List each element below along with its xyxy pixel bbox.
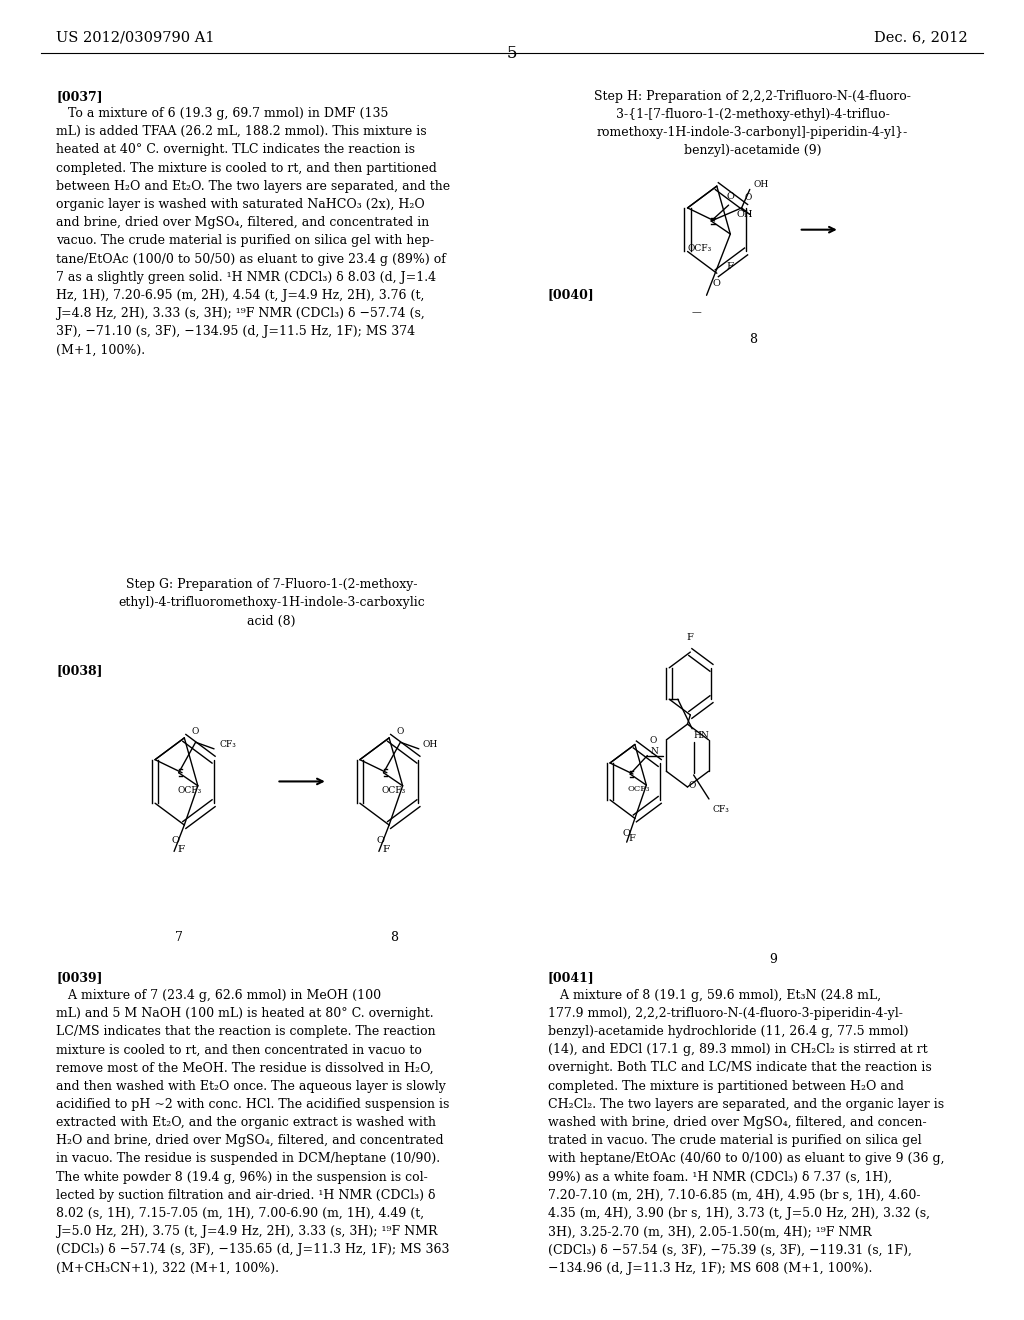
Text: O: O bbox=[649, 737, 656, 744]
Text: OCF₃: OCF₃ bbox=[687, 244, 712, 253]
Text: O: O bbox=[688, 780, 696, 789]
Text: OH: OH bbox=[423, 741, 438, 750]
Text: [0037]: [0037] bbox=[56, 90, 103, 103]
Text: [0039]: [0039] bbox=[56, 972, 102, 985]
Text: [0038]: [0038] bbox=[56, 664, 102, 677]
Text: 9: 9 bbox=[769, 953, 777, 966]
Text: N: N bbox=[650, 747, 658, 756]
Text: O: O bbox=[376, 836, 384, 845]
Text: Step H: Preparation of 2,2,2-Trifluoro-N-(4-fluoro-
3-{1-[7-fluoro-1-(2-methoxy-: Step H: Preparation of 2,2,2-Trifluoro-N… bbox=[594, 90, 911, 157]
Text: OH: OH bbox=[754, 180, 769, 189]
Text: F: F bbox=[727, 263, 734, 271]
Text: Step G: Preparation of 7-Fluoro-1-(2-methoxy-
ethyl)-4-trifluoromethoxy-1H-indol: Step G: Preparation of 7-Fluoro-1-(2-met… bbox=[118, 578, 425, 627]
Text: OCF₃: OCF₃ bbox=[627, 785, 649, 793]
Text: US 2012/0309790 A1: US 2012/0309790 A1 bbox=[56, 30, 215, 45]
Text: CF₃: CF₃ bbox=[219, 741, 237, 750]
Text: HN: HN bbox=[693, 731, 710, 739]
Text: OCF₃: OCF₃ bbox=[177, 785, 202, 795]
Text: 5: 5 bbox=[507, 45, 517, 62]
Text: O: O bbox=[727, 193, 734, 201]
Text: F: F bbox=[383, 845, 389, 854]
Text: O: O bbox=[744, 193, 752, 202]
Text: OCF₃: OCF₃ bbox=[382, 785, 407, 795]
Text: CF₃: CF₃ bbox=[712, 805, 729, 813]
Text: A mixture of 7 (23.4 g, 62.6 mmol) in MeOH (100
mL) and 5 M NaOH (100 mL) is hea: A mixture of 7 (23.4 g, 62.6 mmol) in Me… bbox=[56, 989, 450, 1275]
Text: —: — bbox=[691, 309, 701, 318]
Text: Dec. 6, 2012: Dec. 6, 2012 bbox=[874, 30, 968, 45]
Text: O: O bbox=[623, 829, 631, 838]
Text: F: F bbox=[629, 834, 635, 843]
Text: 8: 8 bbox=[390, 931, 398, 944]
Text: 7: 7 bbox=[175, 931, 183, 944]
Text: O: O bbox=[713, 280, 721, 289]
Text: 8: 8 bbox=[749, 333, 757, 346]
Text: [0041]: [0041] bbox=[548, 972, 595, 985]
Text: To a mixture of 6 (19.3 g, 69.7 mmol) in DMF (135
mL) is added TFAA (26.2 mL, 18: To a mixture of 6 (19.3 g, 69.7 mmol) in… bbox=[56, 107, 451, 356]
Text: [0040]: [0040] bbox=[548, 288, 595, 301]
Text: OH: OH bbox=[737, 210, 754, 219]
Text: O: O bbox=[191, 726, 200, 735]
Text: A mixture of 8 (19.1 g, 59.6 mmol), Et₃N (24.8 mL,
177.9 mmol), 2,2,2-trifluoro-: A mixture of 8 (19.1 g, 59.6 mmol), Et₃N… bbox=[548, 989, 944, 1275]
Text: F: F bbox=[178, 845, 184, 854]
Text: O: O bbox=[396, 726, 404, 735]
Text: F: F bbox=[687, 632, 694, 642]
Text: O: O bbox=[171, 836, 179, 845]
